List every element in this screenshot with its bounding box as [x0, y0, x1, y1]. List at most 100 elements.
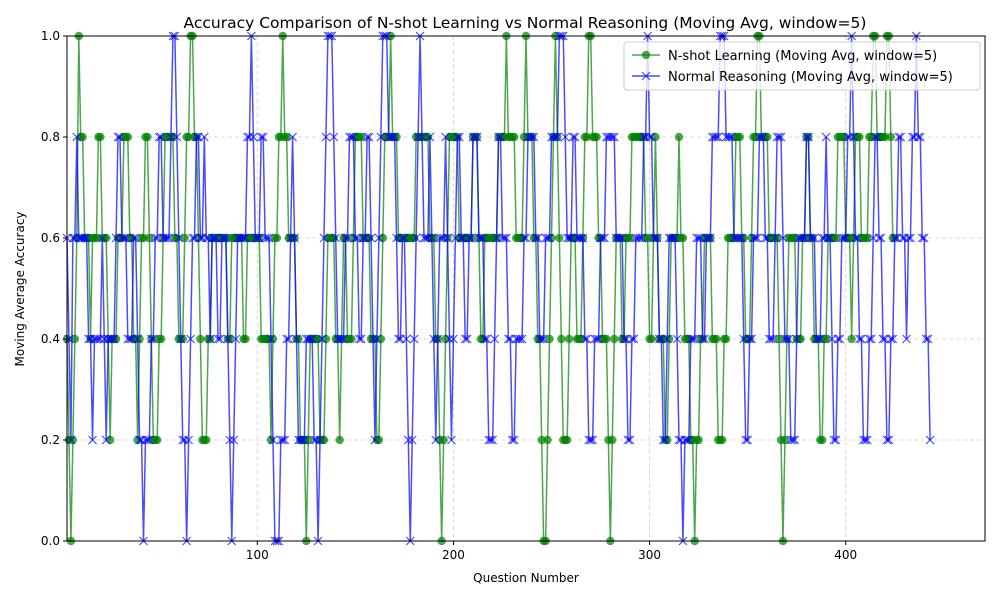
- point-1-391: [829, 435, 839, 445]
- point-1-368: [784, 334, 794, 344]
- point-0-343: [735, 132, 745, 142]
- point-0-159: [374, 435, 384, 445]
- point-1-428: [902, 334, 911, 344]
- point-1-383: [813, 334, 823, 344]
- point-1-369: [786, 435, 796, 445]
- point-1-324: [698, 334, 707, 344]
- point-1-206: [466, 233, 476, 243]
- point-1-147: [350, 233, 360, 243]
- point-1-131: [319, 233, 329, 243]
- point-1-66: [192, 132, 201, 142]
- point-0-71: [202, 435, 211, 445]
- point-1-351: [751, 233, 760, 243]
- point-0-252: [557, 334, 566, 344]
- legend-box: [623, 41, 981, 91]
- point-0-242: [537, 435, 546, 445]
- point-1-194: [443, 233, 452, 243]
- point-1-5: [72, 132, 82, 142]
- point-1-421: [888, 334, 898, 344]
- point-0-145: [347, 334, 356, 344]
- point-0-42: [145, 233, 154, 243]
- point-1-382: [811, 334, 821, 344]
- point-1-130: [317, 334, 327, 344]
- point-1-401: [849, 132, 859, 142]
- point-1-64: [188, 233, 197, 243]
- legend-marker-nshot: [641, 50, 651, 60]
- point-1-225: [503, 334, 513, 344]
- point-1-218: [490, 334, 500, 344]
- point-1-396: [839, 233, 849, 243]
- point-0-251: [555, 233, 564, 243]
- point-1-143: [343, 233, 352, 243]
- point-1-104: [266, 334, 276, 344]
- point-0-278: [608, 435, 617, 445]
- axes: 100 200 300 400 0.0 0.2 0.4 0.6 0.8 1.0: [41, 29, 986, 562]
- point-1-265: [582, 334, 592, 344]
- point-1-430: [906, 233, 915, 243]
- point-0-62: [184, 132, 193, 142]
- point-1-414: [874, 233, 884, 243]
- point-0-20: [102, 233, 111, 243]
- point-1-254: [560, 132, 570, 142]
- point-1-394: [835, 334, 845, 344]
- point-1-80: [219, 233, 229, 243]
- point-1-302: [654, 334, 664, 344]
- point-1-325: [700, 334, 709, 344]
- point-1-216: [486, 435, 496, 445]
- point-1-413: [872, 132, 882, 142]
- point-1-407: [860, 435, 870, 445]
- point-1-205: [464, 233, 474, 243]
- point-0-307: [664, 334, 674, 344]
- point-1-344: [737, 233, 747, 243]
- point-1-250: [552, 132, 562, 142]
- point-1-109: [276, 435, 286, 445]
- point-0-256: [564, 334, 574, 344]
- point-1-346: [741, 435, 751, 445]
- point-1-311: [672, 334, 682, 344]
- point-1-326: [702, 233, 711, 243]
- point-1-197: [448, 334, 458, 344]
- point-0-392: [831, 233, 841, 243]
- legend-label-nshot: N-shot Learning (Moving Avg, window=5): [668, 49, 937, 64]
- point-1-185: [425, 132, 435, 142]
- point-1-10: [82, 233, 92, 243]
- y-tick-label-0: 0.0: [41, 534, 60, 548]
- point-1-349: [747, 334, 757, 344]
- point-1-403: [853, 233, 862, 243]
- point-0-54: [168, 132, 178, 142]
- point-1-434: [913, 132, 923, 142]
- series-1: [62, 31, 935, 546]
- point-0-48: [156, 334, 166, 344]
- legend-label-normal: Normal Reasoning (Moving Avg, window=5): [668, 70, 953, 85]
- point-1-278: [607, 132, 617, 142]
- point-0-15: [92, 233, 101, 243]
- point-1-437: [919, 233, 929, 243]
- y-tick-label-5: 1.0: [41, 29, 60, 43]
- point-1-361: [770, 233, 780, 243]
- point-1-289: [629, 334, 639, 344]
- point-1-149: [354, 334, 364, 344]
- point-0-105: [268, 334, 278, 344]
- point-1-397: [841, 233, 851, 243]
- point-1-425: [896, 132, 906, 142]
- point-1-102: [262, 233, 272, 243]
- point-1-363: [774, 132, 784, 142]
- point-1-239: [531, 233, 541, 243]
- point-1-255: [562, 233, 572, 243]
- point-1-184: [423, 233, 433, 243]
- point-1-27: [115, 132, 125, 142]
- point-1-100: [258, 132, 268, 142]
- point-0-193: [441, 334, 450, 344]
- point-0-37: [135, 334, 144, 344]
- point-0-312: [674, 132, 684, 142]
- point-1-189: [433, 334, 443, 344]
- point-0-322: [694, 435, 703, 445]
- point-1-9: [80, 233, 90, 243]
- point-1-117: [292, 334, 301, 344]
- point-1-213: [480, 334, 490, 344]
- point-1-96: [250, 233, 260, 243]
- point-1-215: [484, 435, 494, 445]
- point-1-223: [499, 233, 509, 243]
- point-1-309: [668, 233, 678, 243]
- point-0-255: [562, 435, 572, 445]
